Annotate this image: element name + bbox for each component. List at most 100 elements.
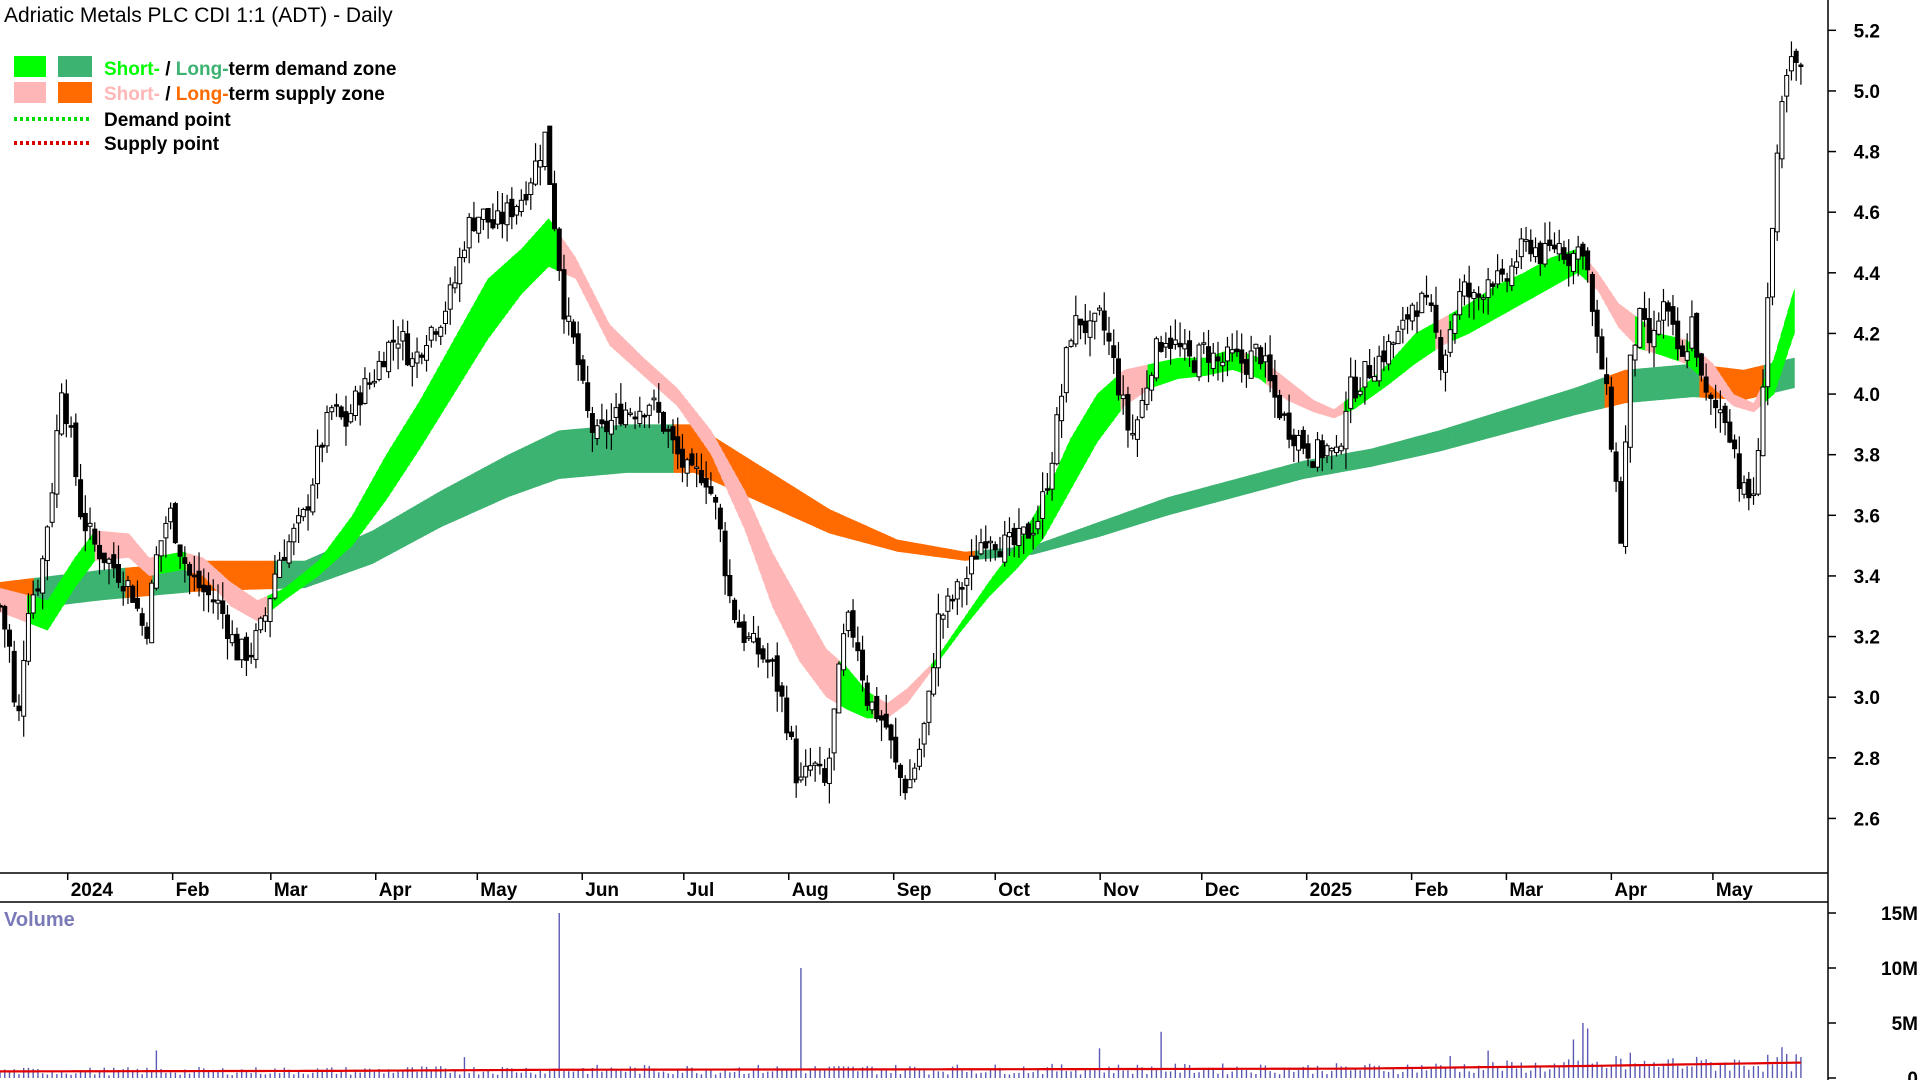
long-term-zone-segment (1540, 397, 1545, 425)
candle (1040, 472, 1046, 539)
long-term-zone-segment (602, 426, 607, 475)
candle (864, 675, 870, 711)
long-term-zone-segment (1411, 436, 1416, 458)
long-term-zone-segment (1513, 406, 1518, 432)
candle (935, 593, 941, 687)
long-term-zone-segment (352, 538, 357, 572)
candle (1637, 307, 1643, 349)
long-term-zone-segment (798, 490, 803, 522)
short-term-zone-segment (717, 442, 722, 478)
candle (224, 605, 230, 660)
long-term-zone-segment (1123, 511, 1128, 530)
short-term-zone-segment (683, 396, 688, 421)
long-term-zone-segment (622, 424, 627, 474)
long-term-zone-segment (101, 569, 106, 601)
candle (30, 580, 36, 619)
long-term-zone-segment (785, 481, 790, 516)
candle (599, 403, 605, 429)
long-term-zone-segment (1574, 386, 1579, 416)
candle (1585, 247, 1591, 283)
long-term-zone-segment (534, 440, 539, 488)
short-term-zone-segment (1069, 433, 1074, 492)
short-term-zone-segment (1056, 462, 1061, 516)
short-term-zone-segment (798, 600, 803, 666)
volume-bars (0, 913, 1802, 1078)
long-term-zone-segment (416, 502, 421, 541)
short-term-zone-segment (477, 291, 482, 356)
short-term-zone-segment (490, 272, 495, 335)
short-term-zone-segment (612, 327, 617, 352)
long-term-zone-segment (1161, 498, 1166, 518)
short-term-zone-segment (958, 621, 962, 636)
short-term-zone-segment (697, 413, 702, 441)
candle (604, 409, 610, 449)
volume-title: Volume (4, 909, 75, 931)
short-term-zone-segment (368, 478, 373, 523)
candle (1452, 312, 1458, 344)
short-term-zone-segment (1547, 257, 1552, 290)
long-term-zone-segment (1533, 399, 1538, 427)
short-term-zone-segment (385, 449, 390, 501)
long-term-zone-segment (825, 507, 830, 534)
short-term-zone-segment (341, 524, 346, 555)
candle (893, 717, 899, 770)
candle (1580, 241, 1586, 270)
candle (1698, 352, 1704, 382)
long-term-zone-segment (528, 443, 533, 490)
short-term-zone-segment (13, 591, 18, 619)
candle (1575, 235, 1581, 277)
short-term-zone-segment (1668, 335, 1673, 360)
long-term-zone-segment (599, 426, 604, 476)
candle (717, 503, 723, 543)
short-term-zone (0, 218, 1795, 719)
candle (1177, 322, 1183, 357)
candle (561, 254, 567, 334)
short-term-zone-segment (1174, 357, 1179, 381)
short-term-zone-segment (575, 257, 580, 286)
short-term-zone-segment (443, 351, 448, 411)
candle (1182, 329, 1188, 361)
short-term-zone-segment (1662, 334, 1667, 357)
long-term-zone-segment (876, 530, 881, 548)
long-term-zone-segment (548, 433, 553, 483)
long-term-zone-segment (582, 428, 587, 477)
short-term-zone-segment (643, 357, 648, 379)
short-term-zone-segment (108, 531, 113, 560)
candle (514, 204, 520, 225)
short-term-zone-segment (1289, 381, 1294, 404)
short-term-zone-segment (253, 597, 258, 622)
short-term-zone-segment (396, 432, 401, 485)
long-term-zone-segment (1668, 365, 1673, 400)
short-term-zone-segment (324, 547, 329, 570)
short-term-zone-segment (517, 248, 522, 299)
candle (1352, 359, 1358, 402)
candle (997, 536, 1003, 558)
x-tick-label: 2025 (1310, 880, 1353, 901)
candle (907, 759, 913, 789)
short-term-zone-segment (507, 257, 512, 313)
short-term-zone-segment (1418, 329, 1423, 362)
long-term-zone-segment (626, 424, 631, 473)
candle (713, 494, 719, 520)
long-term-zone-segment (88, 571, 92, 602)
short-term-zone-segment (914, 677, 918, 695)
long-term-zone-segment (473, 471, 478, 513)
candle (1694, 312, 1700, 368)
candle (1172, 319, 1178, 350)
candle (883, 694, 889, 730)
short-term-zone-segment (6, 589, 11, 617)
short-term-zone-segment (257, 598, 262, 622)
short-term-zone-segment (524, 240, 529, 291)
short-term-zone-segment (230, 582, 235, 609)
long-term-zone-segment (1685, 364, 1690, 398)
long-term-zone-segment (575, 428, 580, 478)
long-term-zone-segment (501, 456, 505, 501)
long-term-zone-segment (477, 469, 482, 511)
long-term-zone-segment (1211, 484, 1216, 504)
candle (352, 385, 358, 421)
short-term-zone-segment (589, 284, 594, 313)
long-term-zone-segment (368, 530, 373, 566)
short-term-zone-segment (585, 277, 590, 306)
long-term-zone-segment (257, 560, 262, 590)
long-term-zone-segment (1266, 469, 1271, 489)
